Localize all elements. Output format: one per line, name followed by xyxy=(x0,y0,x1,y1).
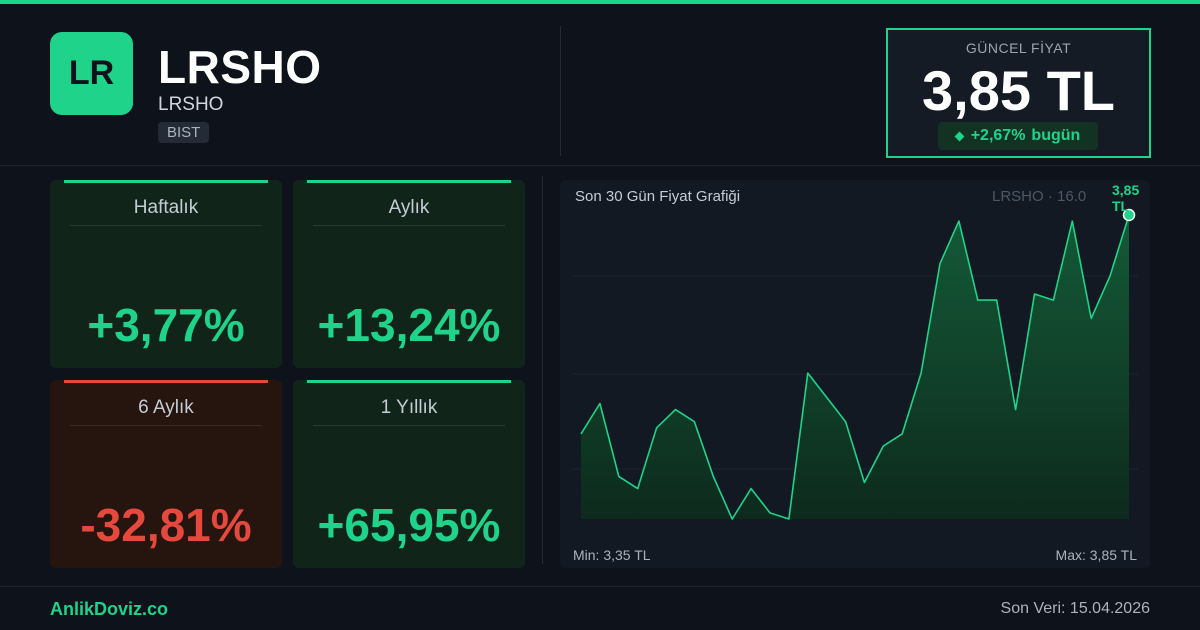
perf-card-label: Haftalık xyxy=(133,197,199,218)
current-price-label: GÜNCEL FİYAT xyxy=(965,40,1072,56)
perf-card-label: Aylık xyxy=(388,197,430,218)
exchange-badge: BIST xyxy=(158,122,210,143)
perf-card-6month: 6 Aylık -32,81% xyxy=(50,380,282,568)
ticker-symbol: LRSHO xyxy=(158,41,322,93)
perf-card-weekly: Haftalık +3,77% xyxy=(50,180,282,368)
chart-last-price-label: 3,85 TL xyxy=(1112,182,1140,214)
logo-text: LR xyxy=(68,54,115,92)
diamond-icon xyxy=(954,131,965,141)
brand-link[interactable]: AnlikDoviz.co xyxy=(50,599,169,619)
card-divider xyxy=(70,225,262,226)
perf-card-monthly: Aylık +13,24% xyxy=(293,180,525,368)
card-accent-bar xyxy=(307,180,511,183)
chart-area-fill xyxy=(581,215,1129,519)
header: LR LRSHO LRSHO BIST GÜNCEL FİYAT 3,85 TL… xyxy=(0,4,1200,166)
chart-subtitle: LRSHO · 16.0 xyxy=(992,188,1087,205)
chart-title: Son 30 Gün Fiyat Grafiği xyxy=(575,188,741,205)
perf-card-value: +3,77% xyxy=(87,299,245,351)
current-price-box: GÜNCEL FİYAT 3,85 TL +2,67% bugün xyxy=(886,28,1151,158)
perf-card-value: +65,95% xyxy=(317,499,501,551)
footer: AnlikDoviz.co Son Veri: 15.04.2026 xyxy=(0,586,1200,630)
chart-last-point xyxy=(1122,208,1136,222)
content-divider xyxy=(542,176,543,564)
stock-logo: LR xyxy=(50,32,133,115)
daily-change-suffix: bugün xyxy=(1031,127,1081,144)
accent-top-bar xyxy=(0,0,1200,4)
current-price-value: 3,85 TL xyxy=(922,59,1115,122)
card-divider xyxy=(313,425,505,426)
price-chart-svg xyxy=(572,208,1138,520)
price-chart: Son 30 Gün Fiyat Grafiği LRSHO · 16.0 3,… xyxy=(560,180,1150,568)
stock-name: LRSHO xyxy=(158,94,224,115)
card-accent-bar xyxy=(307,380,511,383)
header-divider xyxy=(560,26,561,156)
card-divider xyxy=(70,425,262,426)
chart-max-label: Max: 3,85 TL xyxy=(1055,547,1137,563)
last-data-date: Son Veri: 15.04.2026 xyxy=(1000,600,1150,617)
perf-card-label: 6 Aylık xyxy=(138,397,194,418)
daily-change-value: +2,67% xyxy=(970,127,1026,144)
card-divider xyxy=(313,225,505,226)
card-accent-bar xyxy=(64,380,268,383)
daily-change-badge: +2,67% bugün xyxy=(938,122,1098,150)
perf-card-yearly: 1 Yıllık +65,95% xyxy=(293,380,525,568)
perf-card-value: +13,24% xyxy=(317,299,501,351)
card-accent-bar xyxy=(64,180,268,183)
perf-card-value: -32,81% xyxy=(80,499,252,551)
perf-card-label: 1 Yıllık xyxy=(380,397,438,418)
chart-series-line xyxy=(580,214,1130,520)
chart-min-label: Min: 3,35 TL xyxy=(573,547,651,563)
